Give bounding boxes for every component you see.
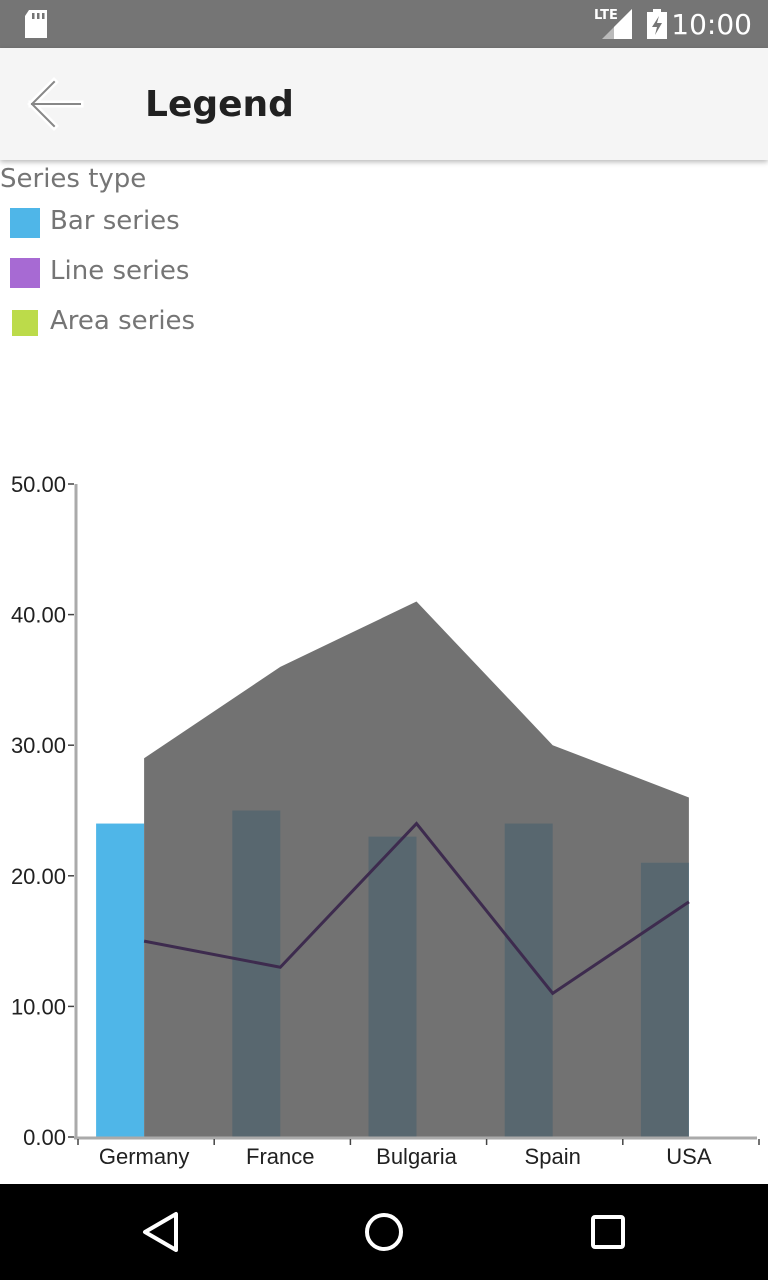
y-tick-label: 30.00 <box>11 733 66 758</box>
bar-germany <box>96 823 145 1137</box>
nav-home-button[interactable] <box>354 1204 414 1260</box>
legend-swatch-area <box>12 310 38 336</box>
x-tick-label: France <box>246 1144 314 1169</box>
y-tick-label: 0.00 <box>23 1125 66 1150</box>
chart: 0.00 10.00 20.00 30.00 40.00 50.00 Germany Fran… <box>11 472 760 1169</box>
sd-card-icon <box>25 10 47 38</box>
battery-charging-icon <box>647 9 667 39</box>
circle-home-icon <box>365 1213 403 1251</box>
network-type-label: LTE <box>594 8 618 23</box>
legend-swatch-bar <box>10 208 40 238</box>
y-tick-label: 20.00 <box>11 864 66 889</box>
line-series <box>143 821 690 996</box>
legend-label-area: Area series <box>50 306 196 336</box>
square-recents-icon <box>591 1215 625 1249</box>
nav-recents-button[interactable] <box>578 1204 638 1260</box>
x-tick-label: Spain <box>525 1144 581 1169</box>
status-bar: LTE 10:00 <box>0 0 768 48</box>
legend-title: Series type <box>0 164 147 194</box>
y-tick-label: 40.00 <box>11 603 66 628</box>
y-tick-label: 10.00 <box>11 994 66 1019</box>
app-bar: Legend <box>0 48 768 160</box>
legend-label-line: Line series <box>50 256 190 286</box>
legend-label-bar: Bar series <box>50 206 180 236</box>
area-series <box>144 601 689 1137</box>
y-tick-label: 50.00 <box>11 472 66 497</box>
x-tick-label: Bulgaria <box>376 1144 457 1169</box>
x-tick-label: USA <box>666 1144 712 1169</box>
nav-back-button[interactable] <box>130 1204 190 1260</box>
back-button[interactable] <box>20 70 92 138</box>
legend-swatch-line <box>10 258 40 288</box>
x-tick-label: Germany <box>99 1144 189 1169</box>
signal-icon <box>602 9 632 39</box>
arrow-back-icon <box>27 77 84 131</box>
page-title: Legend <box>145 84 294 125</box>
navigation-bar <box>0 1184 768 1280</box>
triangle-back-icon <box>143 1212 178 1252</box>
status-time: 10:00 <box>671 8 752 41</box>
